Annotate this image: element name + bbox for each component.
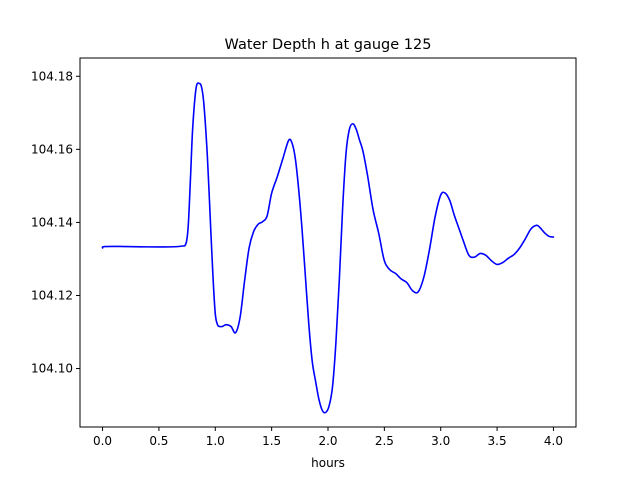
y-tick-label: 104.16 <box>31 142 73 156</box>
x-axis-label: hours <box>311 456 345 470</box>
x-tick-label: 2.5 <box>375 434 394 448</box>
y-tick-label: 104.18 <box>31 69 73 83</box>
y-tick-label: 104.14 <box>31 215 73 229</box>
x-axis-ticks: 0.0 0.5 1.0 1.5 2.0 2.5 3.0 3.5 4.0 <box>93 427 563 448</box>
x-tick-label: 3.5 <box>488 434 507 448</box>
x-tick-label: 0.5 <box>149 434 168 448</box>
x-tick-label: 0.0 <box>93 434 112 448</box>
plot-area <box>101 82 555 414</box>
y-tick-label: 104.10 <box>31 362 73 376</box>
chart-title: Water Depth h at gauge 125 <box>225 37 432 53</box>
series-line <box>101 82 555 414</box>
y-tick-label: 104.12 <box>31 288 73 302</box>
axes-frame <box>79 57 577 428</box>
x-tick-label: 2.0 <box>318 434 337 448</box>
x-tick-label: 3.0 <box>431 434 450 448</box>
x-tick-label: 1.0 <box>206 434 225 448</box>
y-axis-ticks: 104.10 104.12 104.14 104.16 104.18 <box>31 69 80 376</box>
x-tick-label: 1.5 <box>262 434 281 448</box>
x-tick-label: 4.0 <box>544 434 563 448</box>
